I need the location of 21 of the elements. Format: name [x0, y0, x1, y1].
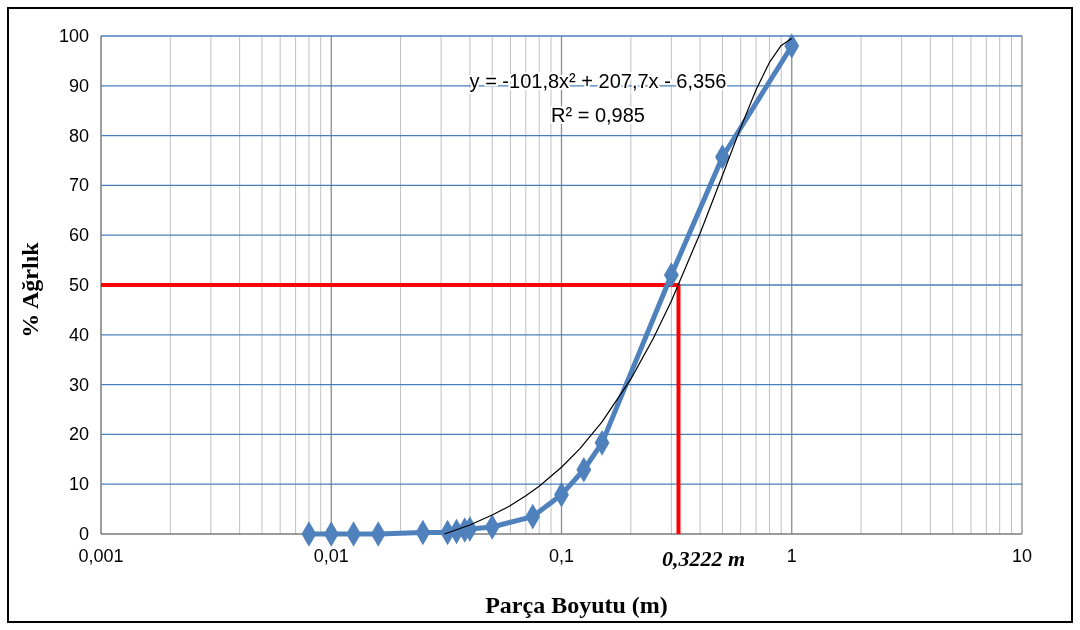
x-tick-label: 1 [786, 546, 797, 566]
x-tick-label: 0,01 [313, 546, 349, 566]
y-tick-label: 10 [68, 474, 89, 495]
x-tick-label: 10 [1011, 546, 1033, 566]
y-tick-label: 50 [68, 275, 89, 295]
annotation: R² = 0,985 [551, 104, 645, 126]
annotation: 0,3222 m [661, 546, 746, 571]
y-tick-label: 0 [78, 524, 89, 544]
y-tick-label: 80 [68, 125, 89, 146]
y-tick-label: 70 [68, 175, 89, 196]
y-tick-label: 90 [68, 75, 89, 96]
y-tick-label: 20 [68, 424, 89, 445]
x-tick-label: 0,1 [548, 546, 575, 566]
y-tick-label: 100 [58, 26, 89, 46]
y-tick-label: 30 [68, 374, 89, 395]
annotation: y = -101,8x² + 207,7x - 6,356 [469, 70, 727, 92]
y-tick-label: 40 [68, 324, 89, 345]
y-tick-label: 60 [68, 225, 89, 246]
x-axis-title: Parça Boyutu (m) [485, 592, 668, 618]
y-axis-title: % Ağrlık [17, 241, 43, 338]
x-tick-label: 0,001 [78, 546, 124, 566]
